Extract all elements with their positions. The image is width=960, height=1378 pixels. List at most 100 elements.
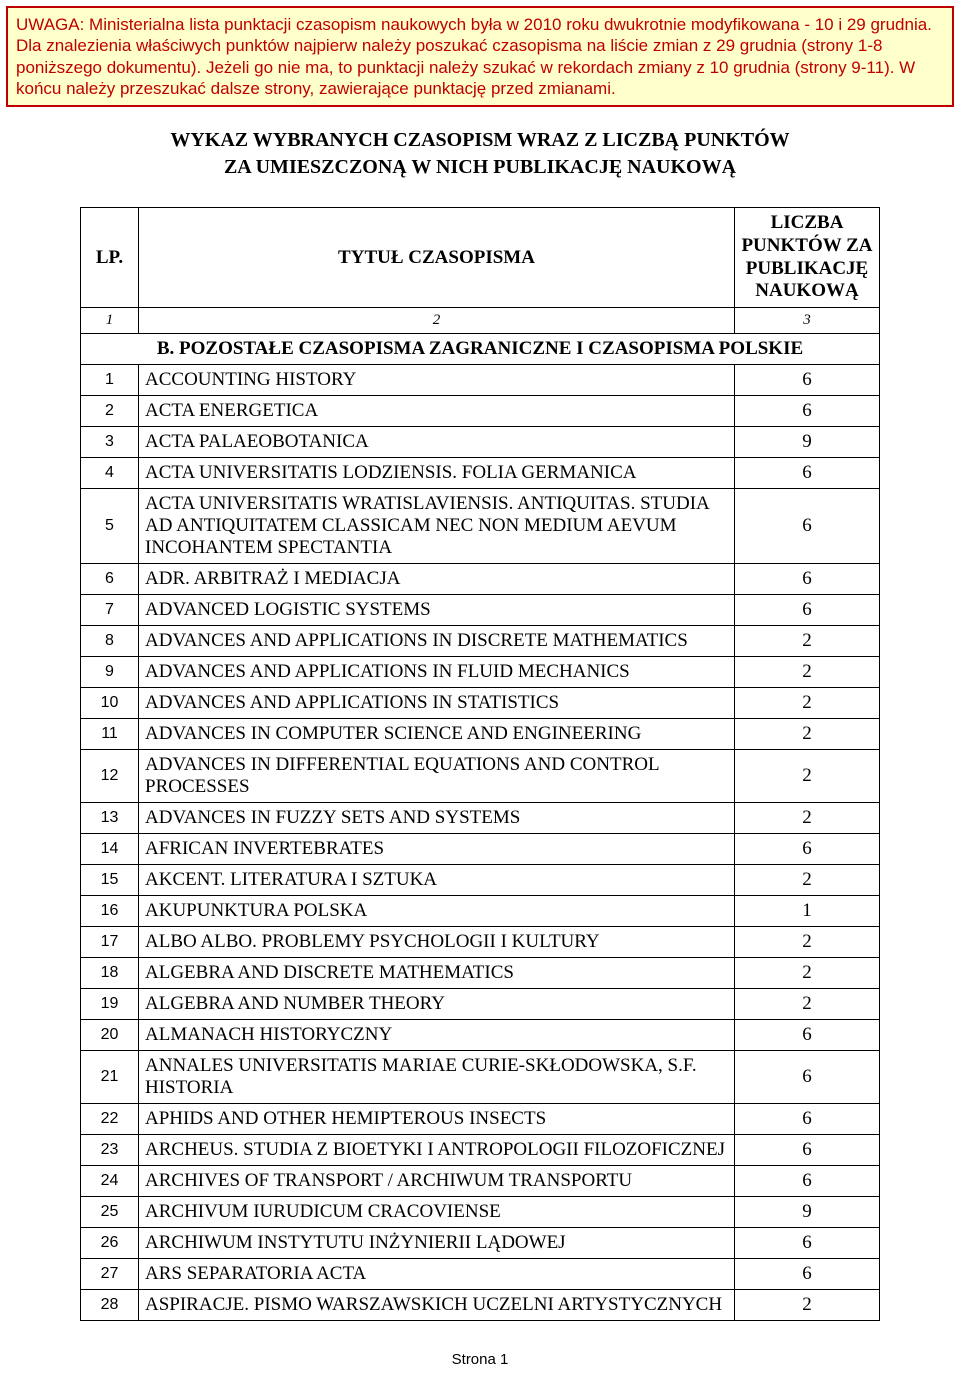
table-row: 28ASPIRACJE. PISMO WARSZAWSKICH UCZELNI … [81, 1290, 880, 1321]
cell-points: 6 [735, 1166, 880, 1197]
cell-points: 6 [735, 365, 880, 396]
header-title: TYTUŁ CZASOPISMA [139, 208, 735, 308]
table-row: 13ADVANCES IN FUZZY SETS AND SYSTEMS2 [81, 803, 880, 834]
cell-points: 6 [735, 564, 880, 595]
table-row: 10ADVANCES AND APPLICATIONS IN STATISTIC… [81, 688, 880, 719]
cell-lp: 17 [81, 927, 139, 958]
table-row: 17ALBO ALBO. PROBLEMY PSYCHOLOGII I KULT… [81, 927, 880, 958]
cell-title: ALGEBRA AND NUMBER THEORY [139, 989, 735, 1020]
colnum-3: 3 [735, 308, 880, 334]
cell-title: ARS SEPARATORIA ACTA [139, 1259, 735, 1290]
table-row: 19ALGEBRA AND NUMBER THEORY2 [81, 989, 880, 1020]
cell-lp: 26 [81, 1228, 139, 1259]
cell-points: 2 [735, 803, 880, 834]
cell-lp: 28 [81, 1290, 139, 1321]
cell-title: ALMANACH HISTORYCZNY [139, 1020, 735, 1051]
journals-table: LP. TYTUŁ CZASOPISMA LICZBA PUNKTÓW ZA P… [80, 207, 880, 1321]
cell-title: ADVANCES AND APPLICATIONS IN STATISTICS [139, 688, 735, 719]
table-row: 6ADR. ARBITRAŻ I MEDIACJA6 [81, 564, 880, 595]
page-footer: Strona 1 [0, 1351, 960, 1378]
table-row: 4ACTA UNIVERSITATIS LODZIENSIS. FOLIA GE… [81, 458, 880, 489]
table-row: 7ADVANCED LOGISTIC SYSTEMS6 [81, 595, 880, 626]
table-row: 21ANNALES UNIVERSITATIS MARIAE CURIE-SKŁ… [81, 1051, 880, 1104]
cell-title: ADVANCES IN FUZZY SETS AND SYSTEMS [139, 803, 735, 834]
cell-lp: 9 [81, 657, 139, 688]
cell-title: ADVANCED LOGISTIC SYSTEMS [139, 595, 735, 626]
table-row: 25ARCHIVUM IURUDICUM CRACOVIENSE9 [81, 1197, 880, 1228]
warning-text: UWAGA: Ministerialna lista punktacji cza… [16, 15, 932, 98]
cell-points: 9 [735, 1197, 880, 1228]
table-row: 14AFRICAN INVERTEBRATES6 [81, 834, 880, 865]
cell-title: ACTA UNIVERSITATIS LODZIENSIS. FOLIA GER… [139, 458, 735, 489]
cell-title: ACTA UNIVERSITATIS WRATISLAVIENSIS. ANTI… [139, 489, 735, 564]
cell-lp: 12 [81, 750, 139, 803]
cell-lp: 13 [81, 803, 139, 834]
cell-points: 2 [735, 688, 880, 719]
document-content: WYKAZ WYBRANYCH CZASOPISM WRAZ Z LICZBĄ … [80, 127, 880, 1321]
cell-points: 6 [735, 1259, 880, 1290]
table-row: 26ARCHIWUM INSTYTUTU INŻYNIERII LĄDOWEJ6 [81, 1228, 880, 1259]
cell-points: 6 [735, 1104, 880, 1135]
cell-lp: 15 [81, 865, 139, 896]
cell-lp: 25 [81, 1197, 139, 1228]
cell-lp: 2 [81, 396, 139, 427]
cell-title: APHIDS AND OTHER HEMIPTEROUS INSECTS [139, 1104, 735, 1135]
cell-lp: 8 [81, 626, 139, 657]
table-row: 18ALGEBRA AND DISCRETE MATHEMATICS2 [81, 958, 880, 989]
warning-notice: UWAGA: Ministerialna lista punktacji cza… [6, 6, 954, 107]
table-row: 16AKUPUNKTURA POLSKA1 [81, 896, 880, 927]
cell-lp: 19 [81, 989, 139, 1020]
cell-lp: 3 [81, 427, 139, 458]
cell-title: ALBO ALBO. PROBLEMY PSYCHOLOGII I KULTUR… [139, 927, 735, 958]
cell-points: 6 [735, 834, 880, 865]
cell-points: 6 [735, 595, 880, 626]
table-row: 27ARS SEPARATORIA ACTA6 [81, 1259, 880, 1290]
cell-title: AFRICAN INVERTEBRATES [139, 834, 735, 865]
title-line-2: ZA UMIESZCZONĄ W NICH PUBLIKACJĘ NAUKOWĄ [224, 156, 736, 178]
cell-points: 1 [735, 896, 880, 927]
table-row: 9ADVANCES AND APPLICATIONS IN FLUID MECH… [81, 657, 880, 688]
cell-lp: 14 [81, 834, 139, 865]
cell-lp: 5 [81, 489, 139, 564]
table-row: 22APHIDS AND OTHER HEMIPTEROUS INSECTS6 [81, 1104, 880, 1135]
cell-title: ALGEBRA AND DISCRETE MATHEMATICS [139, 958, 735, 989]
page-number: Strona 1 [452, 1351, 509, 1368]
cell-points: 6 [735, 458, 880, 489]
cell-lp: 7 [81, 595, 139, 626]
cell-title: ARCHIVES OF TRANSPORT / ARCHIWUM TRANSPO… [139, 1166, 735, 1197]
table-row: 11ADVANCES IN COMPUTER SCIENCE AND ENGIN… [81, 719, 880, 750]
cell-title: ADR. ARBITRAŻ I MEDIACJA [139, 564, 735, 595]
cell-title: ACTA ENERGETICA [139, 396, 735, 427]
cell-lp: 4 [81, 458, 139, 489]
table-row: 3ACTA PALAEOBOTANICA9 [81, 427, 880, 458]
table-row: 12ADVANCES IN DIFFERENTIAL EQUATIONS AND… [81, 750, 880, 803]
cell-title: AKCENT. LITERATURA I SZTUKA [139, 865, 735, 896]
colnum-1: 1 [81, 308, 139, 334]
cell-lp: 22 [81, 1104, 139, 1135]
table-row: 2ACTA ENERGETICA6 [81, 396, 880, 427]
cell-lp: 10 [81, 688, 139, 719]
cell-title: ARCHEUS. STUDIA Z BIOETYKI I ANTROPOLOGI… [139, 1135, 735, 1166]
colnum-2: 2 [139, 308, 735, 334]
cell-points: 6 [735, 1228, 880, 1259]
cell-points: 2 [735, 750, 880, 803]
header-lp: LP. [81, 208, 139, 308]
cell-title: ARCHIVUM IURUDICUM CRACOVIENSE [139, 1197, 735, 1228]
table-row: 15AKCENT. LITERATURA I SZTUKA2 [81, 865, 880, 896]
cell-points: 6 [735, 396, 880, 427]
section-label: B. POZOSTAŁE CZASOPISMA ZAGRANICZNE I CZ… [81, 334, 880, 365]
table-row: 1ACCOUNTING HISTORY6 [81, 365, 880, 396]
cell-title: ACCOUNTING HISTORY [139, 365, 735, 396]
cell-title: ADVANCES IN DIFFERENTIAL EQUATIONS AND C… [139, 750, 735, 803]
cell-lp: 27 [81, 1259, 139, 1290]
document-title: WYKAZ WYBRANYCH CZASOPISM WRAZ Z LICZBĄ … [80, 127, 880, 181]
column-number-row: 1 2 3 [81, 308, 880, 334]
cell-points: 2 [735, 958, 880, 989]
cell-points: 2 [735, 989, 880, 1020]
table-row: 20ALMANACH HISTORYCZNY6 [81, 1020, 880, 1051]
cell-points: 2 [735, 657, 880, 688]
cell-lp: 6 [81, 564, 139, 595]
cell-title: ADVANCES AND APPLICATIONS IN DISCRETE MA… [139, 626, 735, 657]
title-line-1: WYKAZ WYBRANYCH CZASOPISM WRAZ Z LICZBĄ … [170, 129, 789, 151]
cell-lp: 23 [81, 1135, 139, 1166]
